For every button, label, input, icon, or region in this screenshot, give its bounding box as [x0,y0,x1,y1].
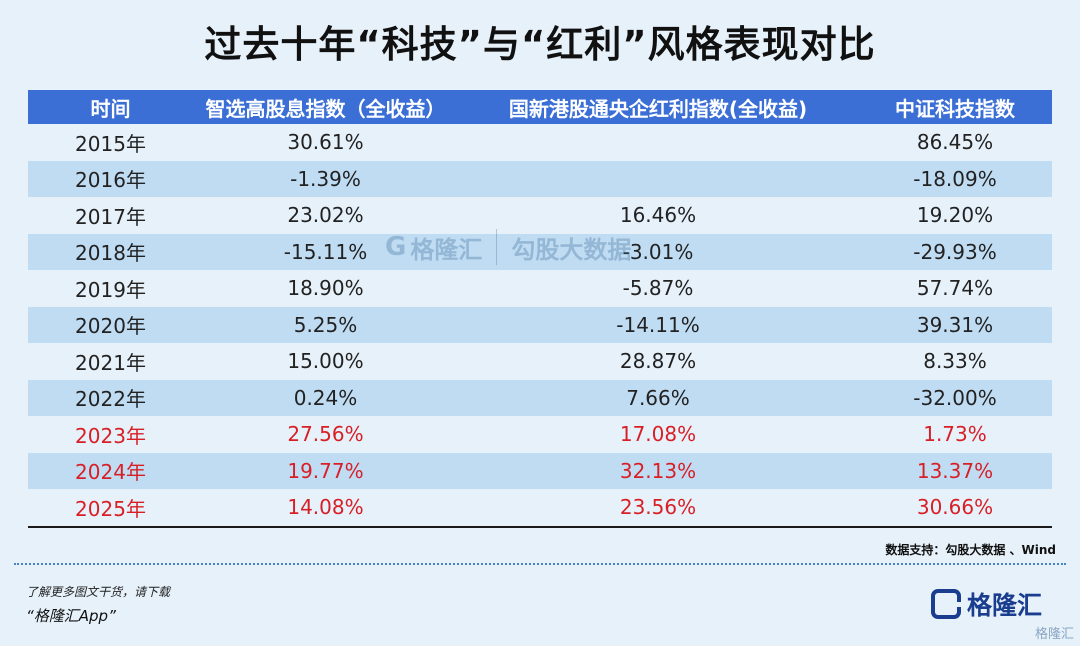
table-row: 2016年 -1.39% -18.09% [28,160,1052,197]
table-cell: 2017年 [75,204,146,229]
table-cell: 2016年 [75,168,146,193]
brand-logo: 格隆汇 [930,586,1042,622]
table-cell: 23.56% [619,495,697,520]
dotted-divider [14,563,1066,565]
watermark: G 格隆汇 勾股大数据 [385,222,631,272]
table-row: 2022年 0.24% 7.66% -32.00% [28,379,1052,416]
table-row: 2024年 19.77% 32.13% 13.37% [28,452,1052,489]
table-cell: 14.08% [287,495,364,520]
table-row: 2019年 18.90% -5.87% 57.74% [28,270,1052,307]
watermark-text: 勾股大数据 [511,235,632,264]
table-cell: -3.01% [622,239,694,264]
table-cell: 2023年 [75,423,146,448]
table-cell: 57.74% [916,276,994,301]
table-cell: -5.87% [622,276,694,301]
data-source: 数据支持：勾股大数据 、Wind [885,543,1056,557]
table-cell: 30.66% [916,495,994,520]
header-cell-tech-index: 中证科技指数 [895,96,1015,121]
table-cell: 13.37% [916,458,994,483]
header-cell-soe-dividend-index: 国新港股通央企红利指数(全收益) [508,96,808,121]
table-cell: -32.00% [913,385,997,410]
brand-g-icon [930,589,961,619]
table-cell: 2015年 [75,131,146,156]
page-title: 过去十年“科技”与“红利”风格表现对比 [204,23,876,66]
table-row: 2017年 23.02% 16.46% 19.20% [28,197,1052,234]
table-cell: 86.45% [916,130,994,155]
table-cell: 2019年 [75,277,146,302]
table-cell: -1.39% [290,166,361,191]
header-cell-dividend-index: 智选高股息指数（全收益） [205,96,446,121]
table-cell: 8.33% [923,349,987,374]
watermark-logo-icon: G [385,232,407,262]
table-cell: 19.20% [916,203,994,228]
table-cell: 18.90% [287,276,364,301]
table-cell: 2024年 [75,460,146,485]
table-row: 2025年 14.08% 23.56% 30.66% [28,489,1052,526]
table-header-row: 时间 智选高股息指数（全收益） 国新港股通央企红利指数(全收益) 中证科技指数 [28,90,1052,124]
table-cell: 30.61% [287,130,364,155]
data-table: 时间 智选高股息指数（全收益） 国新港股通央企红利指数(全收益) 中证科技指数 … [28,90,1052,528]
table-cell: 2022年 [75,387,146,412]
table-cell: 28.87% [619,349,697,374]
table-cell: 0.24% [293,385,358,410]
table-row: 2021年 15.00% 28.87% 8.33% [28,343,1052,380]
table-cell: 5.25% [293,312,358,337]
table-cell: -14.11% [616,312,700,337]
table-cell: -29.93% [913,239,997,264]
table-row: 2015年 30.61% 86.45% [28,124,1052,161]
table-cell: -15.11% [283,239,368,264]
table-cell: 17.08% [619,422,697,447]
table-cell: 23.02% [287,203,364,228]
table-row: 2018年 -15.11% -3.01% -29.93% [28,233,1052,270]
table-row: 2023年 27.56% 17.08% 1.73% [28,416,1052,453]
table-cell: 32.13% [619,458,697,483]
table-cell: -18.09% [913,166,997,191]
watermark-brand: 格隆汇 [410,235,483,264]
corner-watermark: 格隆汇 [1034,627,1074,642]
table-cell: 2021年 [75,350,146,375]
table-cell: 2020年 [75,314,146,339]
table-cell: 15.00% [287,349,364,374]
table-cell: 19.77% [287,458,364,483]
watermark-divider [496,229,498,265]
table-cell: 39.31% [916,312,994,337]
footer-app-name: “格隆汇App” [26,607,116,625]
table-cell: 7.66% [626,385,690,410]
table-row: 2020年 5.25% -14.11% 39.31% [28,306,1052,343]
brand-name: 格隆汇 [966,591,1042,620]
footer-prompt: 了解更多图文干货，请下载 [26,585,171,599]
table-cell: 27.56% [287,422,364,447]
table-cell: 1.73% [923,422,987,447]
header-cell-time: 时间 [90,96,131,121]
table-cell: 2018年 [75,241,146,266]
table-cell: 2025年 [75,496,146,521]
table-cell: 16.46% [619,203,697,228]
